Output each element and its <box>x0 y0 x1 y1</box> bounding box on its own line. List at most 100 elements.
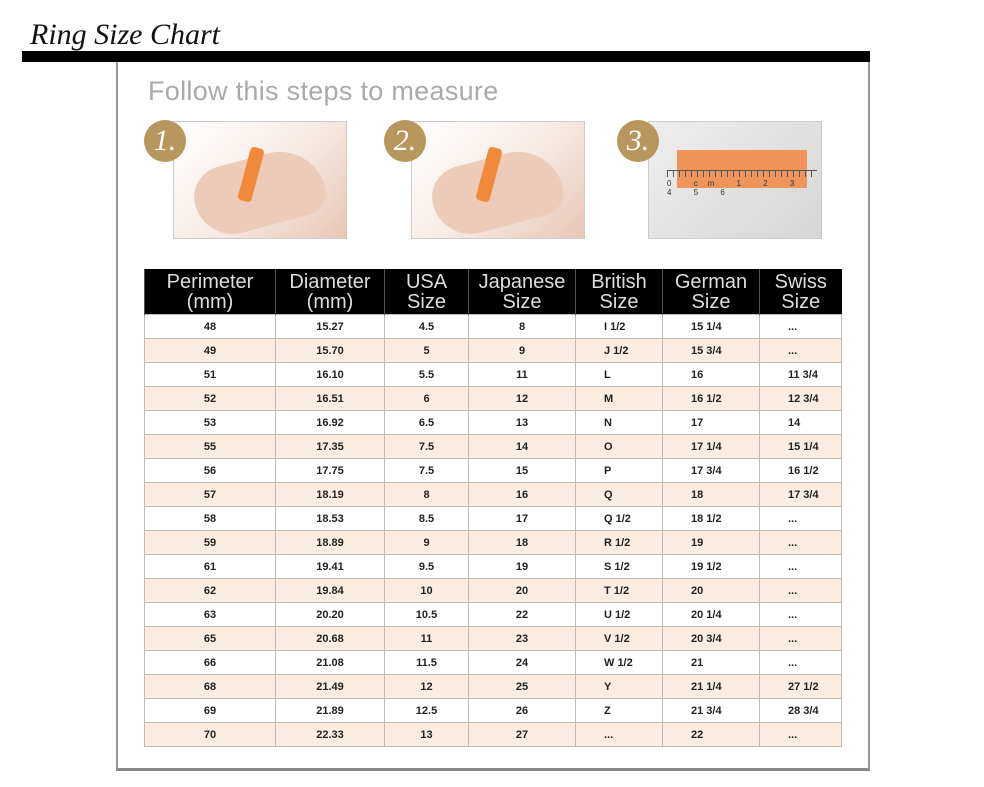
table-cell: 69 <box>144 698 276 723</box>
table-cell: 61 <box>144 554 276 579</box>
column-header-line: Japanese <box>478 270 566 293</box>
table-cell: ... <box>759 530 842 555</box>
table-cell: 20.68 <box>275 626 385 651</box>
table-cell: 23 <box>468 626 576 651</box>
step-3-badge: 3. <box>617 120 659 162</box>
table-cell: J 1/2 <box>575 338 663 363</box>
table-cell: 57 <box>144 482 276 507</box>
table-row: 58 18.53 8.5 17 Q 1/2 18 1/2... <box>144 506 842 531</box>
table-cell: 63 <box>144 602 276 627</box>
table-cell: 20 3/4 <box>662 626 760 651</box>
table-cell: 25 <box>468 674 576 699</box>
table-row: 66 21.08 11.5 24 W 1/2 21... <box>144 650 842 675</box>
table-cell: P <box>575 458 663 483</box>
table-cell: 11 3/4 <box>759 362 842 387</box>
table-cell: 16 1/2 <box>759 458 842 483</box>
table-cell: 26 <box>468 698 576 723</box>
table-cell: Q 1/2 <box>575 506 663 531</box>
table-cell: 15.70 <box>275 338 385 363</box>
table-row: 55 17.35 7.5 14 O 17 1/4 15 1/4 <box>144 434 842 459</box>
table-row: 57 18.19 8 16 Q 18 17 3/4 <box>144 482 842 507</box>
table-cell: 21 <box>662 650 760 675</box>
table-cell: O <box>575 434 663 459</box>
table-row: 49 15.70 5 9 J 1/2 15 3/4... <box>144 338 842 363</box>
table-cell: 15 1/4 <box>662 314 760 339</box>
table-cell: 17 1/4 <box>662 434 760 459</box>
table-cell: 22 <box>662 722 760 747</box>
table-cell: 11 <box>468 362 576 387</box>
table-cell: 53 <box>144 410 276 435</box>
table-cell: 10.5 <box>384 602 469 627</box>
column-header-line: Swiss <box>774 270 827 293</box>
table-cell: 18 1/2 <box>662 506 760 531</box>
table-cell: 8 <box>468 314 576 339</box>
step-3-image: 0 cm 1 2 3 4 5 6 <box>648 121 822 239</box>
table-cell: 11.5 <box>384 650 469 675</box>
column-header: German Size <box>662 269 760 315</box>
table-cell: 6 <box>384 386 469 411</box>
table-cell: S 1/2 <box>575 554 663 579</box>
table-cell: 16 1/2 <box>662 386 760 411</box>
column-header-line: German <box>674 270 748 293</box>
column-header-line: USA <box>405 270 448 293</box>
table-cell: 51 <box>144 362 276 387</box>
table-row: 65 20.68 11 23 V 1/2 20 3/4... <box>144 626 842 651</box>
table-cell: 9 <box>384 530 469 555</box>
table-cell: 27 1/2 <box>759 674 842 699</box>
table-cell: R 1/2 <box>575 530 663 555</box>
column-header-line: Size <box>691 290 731 313</box>
step-1-badge: 1. <box>144 120 186 162</box>
table-cell: U 1/2 <box>575 602 663 627</box>
table-row: 59 18.89 9 18 R 1/2 19... <box>144 530 842 555</box>
table-cell: 5.5 <box>384 362 469 387</box>
table-cell: 18.89 <box>275 530 385 555</box>
table-cell: 17 <box>662 410 760 435</box>
table-cell: 8 <box>384 482 469 507</box>
table-cell: ... <box>759 506 842 531</box>
table-cell: ... <box>759 338 842 363</box>
table-cell: 21.49 <box>275 674 385 699</box>
table-cell: 21.89 <box>275 698 385 723</box>
table-cell: 58 <box>144 506 276 531</box>
table-cell: 20 <box>662 578 760 603</box>
table-cell: 59 <box>144 530 276 555</box>
table-cell: ... <box>759 650 842 675</box>
table-row: 56 17.75 7.5 15 P 17 3/4 16 1/2 <box>144 458 842 483</box>
column-header: Perimeter (mm) <box>144 269 276 315</box>
table-cell: 15 <box>468 458 576 483</box>
table-cell: 12 3/4 <box>759 386 842 411</box>
table-cell: Z <box>575 698 663 723</box>
table-cell: 52 <box>144 386 276 411</box>
column-header-line: British <box>591 270 647 293</box>
table-cell: Q <box>575 482 663 507</box>
table-cell: 65 <box>144 626 276 651</box>
table-cell: 70 <box>144 722 276 747</box>
table-cell: 16 <box>662 362 760 387</box>
table-row: 63 20.20 10.5 22 U 1/2 20 1/4... <box>144 602 842 627</box>
table-cell: 13 <box>468 410 576 435</box>
table-row: 52 16.51 6 12 M 16 1/2 12 3/4 <box>144 386 842 411</box>
table-cell: 18.19 <box>275 482 385 507</box>
column-header-line: Size <box>407 290 446 313</box>
table-cell: ... <box>759 626 842 651</box>
table-cell: 22.33 <box>275 722 385 747</box>
table-cell: 12 <box>468 386 576 411</box>
table-cell: L <box>575 362 663 387</box>
table-cell: 62 <box>144 578 276 603</box>
column-header: Japanese Size <box>468 269 576 315</box>
table-cell: 7.5 <box>384 434 469 459</box>
table-cell: 14 <box>468 434 576 459</box>
table-cell: Y <box>575 674 663 699</box>
page-title: Ring Size Chart <box>30 18 221 51</box>
table-cell: 22 <box>468 602 576 627</box>
table-cell: 24 <box>468 650 576 675</box>
table-header-row: Perimeter (mm) Diameter (mm) USA Size Japanese… <box>144 269 842 315</box>
table-cell: 17.35 <box>275 434 385 459</box>
table-cell: 20 1/4 <box>662 602 760 627</box>
step-2-badge: 2. <box>384 120 426 162</box>
table-cell: 27 <box>468 722 576 747</box>
table-cell: 28 3/4 <box>759 698 842 723</box>
table-cell: 16.10 <box>275 362 385 387</box>
table-cell: 9.5 <box>384 554 469 579</box>
table-cell: 15.27 <box>275 314 385 339</box>
